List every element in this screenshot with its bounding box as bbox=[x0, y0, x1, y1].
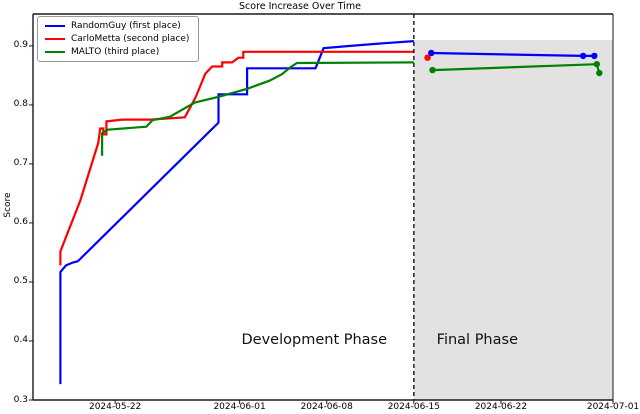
data-point-marker bbox=[429, 66, 436, 74]
chart-title: Score Increase Over Time bbox=[239, 1, 361, 12]
series-line-development bbox=[59, 50, 414, 266]
x-tick-label: 2024-06-01 bbox=[213, 402, 266, 412]
series-line-development bbox=[59, 40, 414, 385]
legend-line-swatch bbox=[45, 25, 65, 27]
x-tick-label: 2024-07-01 bbox=[586, 402, 640, 412]
x-tick-label: 2024-05-22 bbox=[88, 402, 142, 412]
development-phase-label: Development Phase bbox=[241, 331, 388, 348]
y-tick-label: 0.8 bbox=[13, 99, 28, 110]
legend-item-label: MALTO (third place) bbox=[71, 47, 160, 57]
y-tick-label: 0.5 bbox=[13, 276, 28, 287]
y-tick-label: 0.6 bbox=[13, 217, 28, 228]
data-point-marker bbox=[579, 52, 587, 60]
data-point-marker bbox=[593, 60, 601, 68]
legend-item-label: CarloMetta (second place) bbox=[71, 34, 190, 44]
x-tick-label: 2024-06-22 bbox=[474, 402, 528, 412]
final-phase-label: Final Phase bbox=[436, 331, 518, 348]
legend-line-swatch bbox=[45, 38, 65, 40]
legend-item: RandomGuy (first place) bbox=[45, 21, 189, 31]
legend-item: CarloMetta (second place) bbox=[45, 34, 189, 44]
data-point-marker bbox=[424, 54, 431, 61]
legend-item: MALTO (third place) bbox=[45, 47, 189, 57]
y-tick-label: 0.3 bbox=[13, 394, 28, 405]
final-phase-region bbox=[413, 39, 613, 400]
y-tick-label: 0.9 bbox=[13, 40, 28, 51]
legend-item-label: RandomGuy (first place) bbox=[71, 21, 181, 31]
x-tick-label: 2024-06-15 bbox=[387, 402, 440, 412]
y-tick-label: 0.4 bbox=[13, 335, 28, 346]
legend: RandomGuy (first place) CarloMetta (secon… bbox=[37, 16, 200, 62]
legend-line-swatch bbox=[45, 51, 65, 53]
data-point-marker bbox=[591, 52, 598, 60]
y-tick-label: 0.7 bbox=[13, 158, 28, 169]
x-tick-label: 2024-06-08 bbox=[300, 402, 353, 412]
series-line-development bbox=[100, 61, 414, 156]
data-point-marker bbox=[596, 69, 603, 77]
data-point-marker bbox=[428, 49, 435, 57]
